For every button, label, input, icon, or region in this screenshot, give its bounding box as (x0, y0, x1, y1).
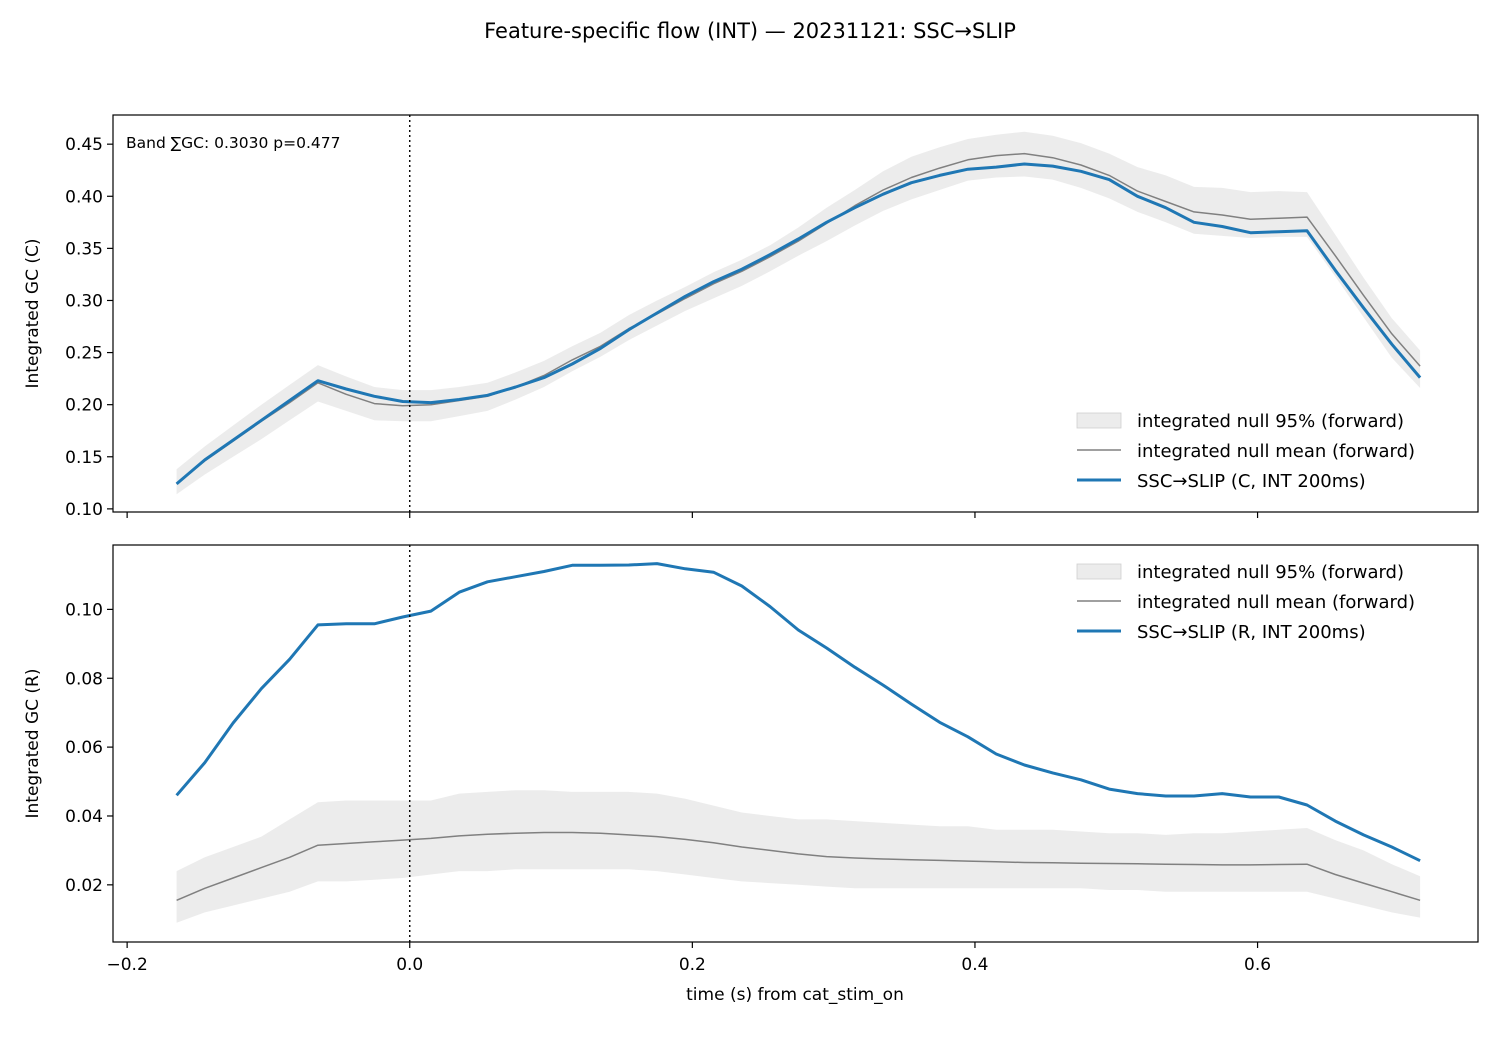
null-mean-line-1 (176, 831, 1421, 902)
x-tick-label: 0.2 (679, 955, 706, 975)
legend-label: integrated null mean (forward) (1137, 592, 1415, 613)
axes-frame (112, 114, 1479, 513)
observed-line-1 (175, 562, 1421, 863)
legend-label: SSC→SLIP (R, INT 200ms) (1137, 622, 1366, 643)
y-tick-label: 0.10 (65, 600, 103, 620)
y-tick-label: 0.08 (65, 669, 103, 689)
null-band-0 (176, 131, 1421, 495)
null-mean-line-0 (176, 152, 1421, 485)
figure-title: Feature-specific flow (INT) — 20231121: … (484, 19, 1016, 43)
y-tick-label: 0.02 (65, 876, 103, 896)
y-tick-label: 0.30 (65, 291, 103, 311)
y-axis-label: Integrated GC (R) (23, 669, 43, 819)
y-tick-label: 0.40 (65, 187, 103, 207)
y-axis-label: Integrated GC (C) (23, 238, 43, 388)
x-tick-label: 0.4 (961, 955, 988, 975)
legend-label: integrated null 95% (forward) (1137, 411, 1404, 432)
x-tick-label: 0.6 (1244, 955, 1271, 975)
y-tick-label: 0.20 (65, 396, 103, 416)
y-tick-label: 0.10 (65, 500, 103, 520)
legend-label: integrated null mean (forward) (1137, 441, 1415, 462)
y-tick-label: 0.15 (65, 448, 103, 468)
y-tick-label: 0.35 (65, 239, 103, 259)
legend-swatch-band (1076, 563, 1122, 580)
x-axis-label: time (s) from cat_stim_on (686, 985, 904, 1005)
axes-frame (112, 544, 1479, 943)
legend-label: integrated null 95% (forward) (1137, 562, 1404, 583)
observed-line-0 (175, 162, 1422, 486)
y-tick-label: 0.06 (65, 738, 103, 758)
y-tick-label: 0.45 (65, 135, 103, 155)
y-tick-label: 0.04 (65, 807, 103, 827)
legend-swatch-band (1076, 412, 1122, 429)
x-tick-label: −0.2 (106, 955, 147, 975)
panel-top: 0.10 0.15 0.20 0.25 0.30 0.35 0.40 0.45 Integrat… (23, 114, 1479, 520)
null-band-1 (176, 790, 1421, 923)
panel-bottom: 0.02 0.04 0.06 0.08 0.10 −0.2 0.0 0.2 0.4 0.6 Inte… (23, 544, 1479, 975)
y-tick-label: 0.25 (65, 344, 103, 364)
legend-label: SSC→SLIP (C, INT 200ms) (1137, 471, 1366, 492)
stats-annotation: Band ∑GC: 0.3030 p=0.477 (126, 134, 341, 152)
x-tick-label: 0.0 (396, 955, 423, 975)
